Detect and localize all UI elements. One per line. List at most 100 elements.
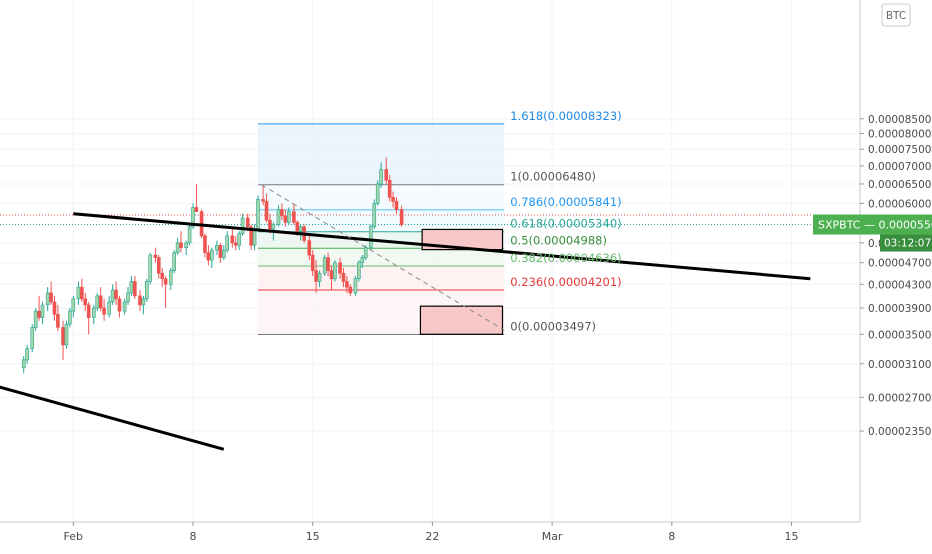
candle-body bbox=[21, 359, 26, 369]
candle-body bbox=[333, 262, 337, 280]
price-tick-label: 0.00008500 bbox=[868, 114, 931, 126]
candle-down bbox=[56, 304, 60, 331]
candle-body bbox=[168, 270, 173, 285]
price-tick-label: 0.00002350 bbox=[868, 426, 931, 438]
candle-body bbox=[122, 301, 127, 312]
candle-body bbox=[163, 278, 168, 285]
price-tick-label: 0.00008000 bbox=[868, 129, 931, 141]
fib-level-label: 0(0.00003497) bbox=[510, 320, 596, 334]
candle-body bbox=[252, 228, 257, 246]
price-tick-label: 0.00002700 bbox=[868, 392, 931, 404]
candle-down bbox=[203, 233, 207, 258]
candle-up bbox=[25, 344, 29, 364]
candle-body bbox=[353, 278, 358, 294]
candle-body bbox=[314, 270, 318, 282]
time-tick-label: Feb bbox=[64, 530, 83, 543]
candle-body bbox=[394, 201, 399, 210]
candle-body bbox=[145, 281, 149, 300]
currency-badge[interactable]: BTC bbox=[881, 3, 911, 27]
candle-body bbox=[129, 281, 134, 294]
candle-body bbox=[117, 298, 122, 312]
candle-up bbox=[64, 320, 69, 349]
candle-body bbox=[40, 304, 45, 318]
candle-down bbox=[384, 157, 389, 184]
candle-body bbox=[138, 295, 142, 306]
symbol-label: SXPBTC — 0.00005500 bbox=[818, 219, 932, 232]
candle-body bbox=[107, 301, 112, 315]
candle-body bbox=[338, 262, 342, 274]
time-tick-label: 8 bbox=[190, 530, 197, 543]
candle-body bbox=[322, 257, 327, 274]
candle-body bbox=[49, 292, 53, 303]
candle-body bbox=[372, 203, 377, 228]
axis-corner bbox=[860, 522, 932, 550]
candle-up bbox=[33, 308, 38, 331]
trendline[interactable] bbox=[0, 368, 225, 451]
candle-up bbox=[107, 295, 112, 318]
time-axis: Feb 8 15 22 Mar 8 15 bbox=[0, 521, 932, 550]
candle-down bbox=[292, 203, 296, 225]
candle-up bbox=[317, 270, 322, 288]
candle-body bbox=[326, 257, 330, 271]
candle-up bbox=[357, 260, 361, 282]
candle-body bbox=[92, 307, 96, 318]
dashed-trendline[interactable] bbox=[261, 184, 505, 331]
candle-up bbox=[45, 287, 50, 312]
candle-up bbox=[286, 207, 291, 225]
candle-up bbox=[21, 356, 26, 374]
candle-down bbox=[233, 235, 238, 251]
time-axis-background bbox=[0, 522, 860, 550]
candle-body bbox=[191, 207, 195, 228]
candle-up bbox=[322, 255, 327, 276]
candle-up bbox=[92, 304, 96, 325]
candle-body bbox=[126, 292, 130, 303]
candle-body bbox=[225, 235, 229, 251]
candle-body bbox=[194, 207, 199, 212]
fib-labels: 1.618(0.00008323) 1(0.00006480) 0.786(0.00… bbox=[510, 109, 621, 334]
time-tick-label: Mar bbox=[542, 530, 563, 543]
candle-down bbox=[114, 281, 118, 305]
candle-down bbox=[261, 184, 265, 206]
candle-body bbox=[114, 289, 118, 300]
candle-body bbox=[141, 298, 146, 306]
supply-demand-zone[interactable] bbox=[421, 228, 504, 251]
candle-body bbox=[391, 197, 395, 202]
supply-demand-zone[interactable] bbox=[419, 305, 504, 335]
fib-level-label: 0.236(0.00004201) bbox=[510, 275, 621, 289]
price-tick-label: 0.00006000 bbox=[868, 198, 931, 210]
candle-down bbox=[338, 257, 342, 279]
time-tick-label: 22 bbox=[425, 530, 439, 543]
candle-up bbox=[148, 252, 153, 285]
candle-body bbox=[184, 242, 188, 248]
candle-up bbox=[276, 205, 281, 227]
candle-down bbox=[37, 295, 41, 321]
candle-body bbox=[230, 235, 235, 244]
candle-body bbox=[153, 254, 158, 258]
candle-body bbox=[160, 272, 165, 280]
candle-body bbox=[179, 242, 183, 248]
candle-up bbox=[110, 284, 115, 305]
candle-body bbox=[76, 286, 81, 300]
candle-down bbox=[138, 290, 142, 312]
trendline[interactable] bbox=[73, 212, 811, 281]
price-tick-label: 0.00004300 bbox=[868, 279, 931, 291]
candle-up bbox=[225, 231, 229, 253]
candle-down bbox=[394, 197, 399, 214]
candle-body bbox=[341, 272, 346, 282]
candle-body bbox=[110, 289, 115, 303]
candle-body bbox=[369, 226, 373, 248]
price-tick-label: 0.00003100 bbox=[868, 359, 931, 371]
candle-down bbox=[280, 203, 284, 221]
candle-down bbox=[163, 275, 168, 309]
candle-body bbox=[379, 169, 383, 185]
candle-down bbox=[387, 174, 392, 202]
candle-up bbox=[240, 213, 245, 236]
candle-down bbox=[329, 265, 334, 291]
candle-down bbox=[49, 281, 53, 305]
zones bbox=[419, 228, 504, 335]
candle-body bbox=[52, 301, 57, 315]
countdown-tag bbox=[880, 234, 932, 252]
candle-body bbox=[233, 242, 238, 246]
